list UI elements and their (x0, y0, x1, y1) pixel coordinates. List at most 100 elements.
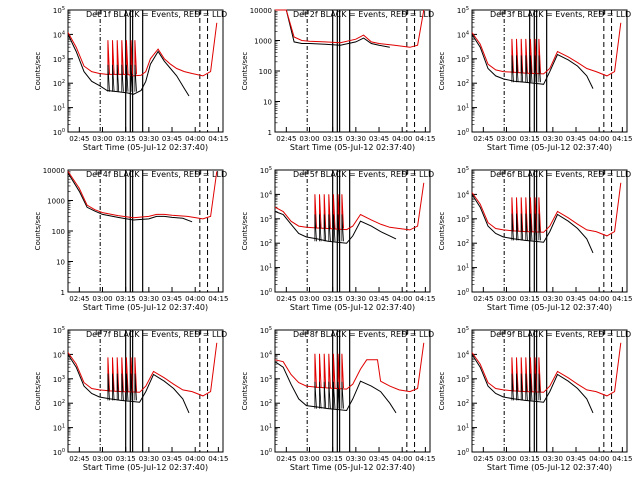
events-spike (121, 64, 124, 92)
plot-frame (274, 329, 431, 453)
y-tick-label: 100 (52, 228, 65, 236)
y-tick-label: 101 (260, 424, 272, 433)
x-tick-label: 04:00 (589, 295, 609, 303)
series-line-lld (274, 182, 425, 231)
marker-box (195, 9, 202, 15)
events-spike (534, 55, 537, 83)
plot-panel-2: Det 2f BLACK = Events, RED = LLD Counts/s… (241, 7, 435, 152)
lld-spike (130, 40, 134, 75)
x-tick-label: 03:15 (323, 135, 343, 143)
marker-box (95, 329, 102, 335)
y-tick-label: 102 (260, 399, 272, 408)
plot-title: Det 3f BLACK = Events, RED = LLD (490, 10, 631, 19)
y-tick-label: 104 (457, 30, 469, 39)
y-tick-label: 105 (457, 166, 469, 175)
x-tick-label: 03:15 (520, 135, 540, 143)
plot-panel-9: Det 9f BLACK = Events, RED = LLD Counts/s… (438, 326, 632, 472)
events-spike (332, 214, 336, 242)
events-spike (116, 64, 120, 92)
x-tick-label: 03:00 (92, 135, 112, 143)
x-tick-label: 04:00 (185, 455, 205, 463)
plot-frame (471, 9, 628, 133)
x-tick-label: 04:15 (415, 135, 435, 143)
x-tick-label: 04:15 (208, 295, 228, 303)
series-line-lld (275, 9, 425, 48)
events-spike (516, 213, 519, 241)
plot-title: Det 7f BLACK = Events, RED = LLD (86, 330, 227, 339)
series-line-events (67, 172, 193, 223)
x-tick-label: 02:45 (69, 455, 89, 463)
marker-box (599, 9, 606, 15)
y-tick-label: 10000 (43, 167, 65, 175)
events-spike (530, 55, 533, 83)
y-tick-label: 101 (260, 264, 272, 273)
y-tick-label: 102 (260, 239, 272, 248)
y-tick-label: 100 (260, 448, 272, 457)
x-tick-label: 02:45 (473, 295, 493, 303)
y-tick-label: 101 (53, 104, 65, 113)
x-tick-label: 02:45 (276, 135, 296, 143)
lld-spike (319, 353, 322, 389)
y-axis-label: Counts/sec (438, 52, 446, 91)
plot-panel-8: Det 8f BLACK = Events, RED = LLD Counts/s… (241, 326, 435, 472)
lld-spike (121, 40, 124, 75)
events-spike (107, 373, 110, 401)
y-tick-label: 101 (53, 424, 65, 433)
lld-spike (341, 353, 344, 389)
x-tick-label: 03:30 (543, 455, 563, 463)
x-tick-label: 03:45 (162, 295, 182, 303)
lld-spike (332, 353, 336, 389)
x-tick-label: 03:00 (299, 295, 319, 303)
y-tick-label: 100 (457, 448, 469, 457)
y-axis-label: Counts/sec (241, 52, 249, 91)
y-tick-label: 103 (457, 215, 469, 224)
events-spike (112, 64, 115, 92)
x-tick-label: 03:45 (566, 135, 586, 143)
marker-box (499, 9, 506, 15)
plot-title: Det 6f BLACK = Events, RED = LLD (490, 170, 631, 179)
x-tick-label: 03:30 (346, 295, 366, 303)
events-spike (328, 381, 331, 409)
lld-spike (107, 40, 110, 75)
y-tick-label: 100 (457, 128, 469, 137)
x-tick-label: 04:00 (392, 135, 412, 143)
events-spike (319, 381, 322, 409)
x-tick-label: 02:45 (276, 455, 296, 463)
events-spike (511, 373, 514, 401)
events-spike (341, 381, 344, 409)
y-tick-label: 102 (457, 79, 469, 88)
lld-spike (323, 353, 327, 389)
plot-frame (274, 169, 431, 293)
y-tick-label: 102 (53, 399, 65, 408)
events-spike (126, 373, 129, 401)
plot-panel-4: Det 4f BLACK = Events, RED = LLD Counts/s… (34, 167, 228, 312)
events-spike (126, 64, 129, 92)
lld-spike (328, 353, 331, 389)
plot-frame (67, 9, 224, 133)
lld-spike (314, 353, 317, 389)
plot-title: Det 9f BLACK = Events, RED = LLD (490, 330, 631, 339)
marker-box (302, 169, 309, 175)
x-tick-label: 04:15 (612, 295, 632, 303)
events-spike (538, 213, 541, 241)
marker-box (95, 169, 102, 175)
x-axis-label: Start Time (05-Jul-12 02:37:40) (290, 303, 415, 312)
y-tick-label: 100 (53, 448, 65, 457)
series-line-events (471, 194, 594, 254)
events-spike (130, 64, 133, 92)
events-spike (314, 381, 317, 409)
y-tick-label: 101 (457, 424, 469, 433)
events-spike (341, 214, 344, 242)
y-tick-label: 105 (260, 326, 272, 335)
events-spike (134, 373, 137, 401)
plot-frame (471, 169, 628, 293)
y-tick-label: 100 (53, 128, 65, 137)
events-spike (323, 214, 327, 242)
x-tick-label: 03:00 (92, 295, 112, 303)
x-tick-label: 04:15 (208, 135, 228, 143)
events-spike (112, 373, 115, 401)
events-spike (319, 214, 322, 242)
events-spike (538, 373, 541, 401)
series-line-events (274, 211, 397, 244)
